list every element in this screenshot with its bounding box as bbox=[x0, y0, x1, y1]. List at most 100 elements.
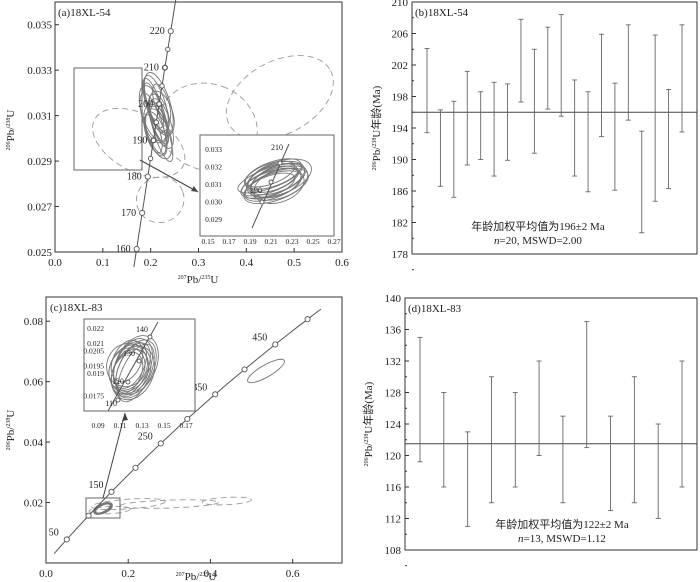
a-inset-ytick-label: 0.030 bbox=[205, 198, 222, 207]
a-inset-xtick-label: 0.25 bbox=[306, 237, 319, 246]
c-ytick-label: 0.04 bbox=[24, 437, 44, 449]
c-concordia-label: 150 bbox=[88, 480, 103, 491]
c-xtick-label: 0.6 bbox=[286, 568, 300, 580]
panel-c-plot-area bbox=[45, 296, 343, 564]
b-ytick-label: 210 bbox=[392, 0, 409, 9]
a-ytick-label: 0.031 bbox=[27, 111, 52, 123]
c-inset-ytick-label: 0.021 bbox=[87, 339, 104, 348]
c-xtick-label: 0.4 bbox=[204, 568, 218, 580]
b-ytick-label: 194 bbox=[392, 123, 409, 135]
a-inset-concordia-label: 190 bbox=[250, 186, 262, 195]
c-concordia-node bbox=[241, 366, 248, 373]
svg-text:206Pb/238U: 206Pb/238U bbox=[5, 110, 17, 151]
b-ytick-label: 198 bbox=[392, 92, 409, 104]
a-inset-xtick-label: 0.19 bbox=[243, 237, 256, 246]
c-discordant-ellipse bbox=[90, 498, 166, 510]
b-ytick-label: 186 bbox=[392, 186, 409, 198]
panel-c-arrowhead bbox=[122, 413, 128, 421]
svg-text:206Pb/238U年龄(Ma): 206Pb/238U年龄(Ma) bbox=[369, 85, 383, 170]
c-concordia-label: 50 bbox=[49, 527, 59, 538]
c-discordant-ellipse bbox=[119, 499, 220, 509]
c-xtick-label: 0.0 bbox=[39, 568, 53, 580]
d-ytick-label: 120 bbox=[385, 451, 402, 463]
d-ytick-label: 124 bbox=[385, 419, 402, 431]
a-concordia-label: 160 bbox=[116, 244, 131, 255]
panel-a-zoom-box bbox=[73, 67, 143, 171]
panel-a-label: (a)18XL-54 bbox=[58, 7, 111, 19]
d-ytick-label: 116 bbox=[385, 482, 402, 494]
a-concordia-node bbox=[162, 64, 168, 71]
a-inset-ellipse bbox=[247, 163, 299, 193]
a-inset-ellipse bbox=[244, 158, 302, 190]
c-inset-node bbox=[115, 397, 121, 403]
a-concordia-node bbox=[159, 83, 165, 89]
c-xtick-label: 0.2 bbox=[121, 568, 135, 580]
a-concordia-node bbox=[139, 209, 146, 216]
a-inset-node bbox=[277, 160, 283, 166]
a-xtick-label: 0.3 bbox=[192, 257, 206, 269]
d-ytick-label: 108 bbox=[385, 545, 402, 557]
a-concordia-node bbox=[144, 173, 151, 180]
panel-d-stats-text: n=13, MSWD=1.12 bbox=[518, 533, 606, 545]
a-inset-ytick-label: 0.032 bbox=[205, 162, 222, 171]
c-inset-node bbox=[147, 334, 153, 340]
a-concordia-node bbox=[133, 245, 140, 253]
c-ytick-label: 0.08 bbox=[24, 316, 44, 328]
panel-b-mean-text: 年龄加权平均值为196±2 Ma bbox=[471, 219, 605, 233]
a-concordia-node bbox=[153, 119, 159, 125]
a-ytick-label: 0.033 bbox=[27, 65, 52, 77]
a-concordia-label: 190 bbox=[132, 135, 147, 146]
a-ellipse bbox=[143, 74, 169, 132]
a-inset-ytick-label: 0.029 bbox=[205, 215, 222, 224]
d-ytick-label: 140 bbox=[385, 293, 402, 305]
panel-a-arrowhead bbox=[191, 186, 198, 192]
c-inset-xtick-label: 0.17 bbox=[179, 421, 192, 430]
c-inset-ellipse bbox=[110, 339, 144, 383]
panel-b-label: (b)18XL-54 bbox=[415, 7, 469, 19]
a-ytick-label: 0.029 bbox=[27, 156, 52, 168]
a-xtick-label: 0.4 bbox=[239, 257, 253, 269]
a-concordia-curve bbox=[133, 0, 177, 268]
panel-b-ylabel: 206Pb/238U年龄(Ma) bbox=[369, 85, 383, 170]
a-concordia-node bbox=[150, 137, 157, 144]
a-inset-ellipse bbox=[246, 160, 306, 196]
a-inset-xtick-label: 0.27 bbox=[327, 237, 340, 246]
a-inset-ytick-label: 0.031 bbox=[205, 180, 222, 189]
c-inset-concordia-label: 140 bbox=[136, 325, 148, 334]
a-concordia-node bbox=[165, 46, 171, 53]
panel-b-stats-text: n=20, MSWD=2.00 bbox=[494, 235, 582, 247]
a-concordia-node bbox=[167, 28, 174, 35]
c-concordia-node bbox=[63, 536, 70, 543]
c-inset-ytick-label: 0.019 bbox=[87, 369, 104, 378]
c-concordia-node bbox=[304, 316, 311, 323]
c-inset-ytick-label: 0.0195 bbox=[83, 362, 104, 371]
c-inset-ytick-label: 0.0205 bbox=[83, 347, 104, 356]
a-concordia-node bbox=[156, 101, 162, 107]
c-concordia-label: 350 bbox=[192, 382, 207, 393]
a-inset-concordia bbox=[251, 143, 290, 229]
a-concordia-label: 180 bbox=[127, 172, 142, 183]
a-inset-xtick-label: 0.17 bbox=[222, 237, 235, 246]
a-inset-ellipse bbox=[246, 158, 312, 198]
a-inset-xtick-label: 0.23 bbox=[285, 237, 298, 246]
c-concordia-label: 450 bbox=[252, 332, 267, 343]
a-inset-concordia-label: 210 bbox=[271, 143, 283, 152]
panel-d-mean-text: 年龄加权平均值为122±2 Ma bbox=[495, 517, 629, 531]
d-ytick-label: 112 bbox=[385, 514, 401, 526]
a-xtick-label: 0.6 bbox=[335, 257, 349, 269]
a-inset-ellipse bbox=[250, 165, 302, 199]
c-concordia-node bbox=[108, 488, 115, 495]
c-inset-xtick-label: 0.11 bbox=[114, 421, 127, 430]
a-ellipse bbox=[143, 72, 174, 135]
c-inset-ytick-label: 0.022 bbox=[87, 324, 104, 333]
c-inset-ellipse bbox=[117, 343, 155, 403]
a-inset-node bbox=[268, 179, 274, 185]
c-discordant-ellipse bbox=[201, 496, 252, 506]
a-inset-ellipse bbox=[244, 160, 296, 188]
a-ytick-label: 0.025 bbox=[27, 247, 52, 259]
c-inset-xtick-label: 0.09 bbox=[91, 421, 104, 430]
a-inset-ytick-label: 0.033 bbox=[205, 145, 222, 154]
b-ytick-label: 202 bbox=[392, 60, 409, 72]
a-inset-ellipse bbox=[237, 162, 303, 194]
a-xtick-label: 0.1 bbox=[96, 257, 110, 269]
